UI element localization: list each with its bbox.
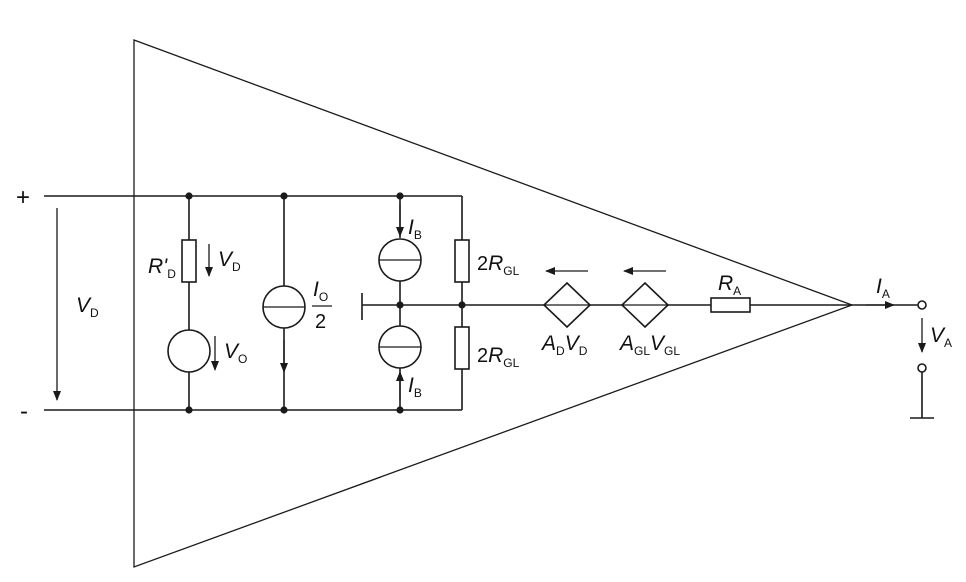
ad-vd-label: ADVD bbox=[540, 332, 588, 358]
plus-terminal-label: + bbox=[16, 184, 30, 211]
minus-terminal-label: - bbox=[20, 398, 28, 425]
vd-input-label: VD bbox=[76, 294, 99, 320]
rgl-bottom-resistor bbox=[454, 326, 470, 370]
vo-label: VO bbox=[224, 340, 247, 366]
junction-dot bbox=[396, 301, 404, 309]
r-prime-d-label: R'D bbox=[148, 255, 176, 281]
ra-resistor bbox=[710, 297, 751, 313]
io-label: IO bbox=[313, 278, 328, 304]
vo-voltage-source bbox=[167, 329, 211, 373]
junction-dot bbox=[185, 192, 193, 200]
rgl-top-label: 2RGL bbox=[477, 252, 520, 278]
rgl-bottom-label: 2RGL bbox=[477, 344, 520, 370]
junction-dot bbox=[185, 406, 193, 414]
ib-bottom-label: IB bbox=[408, 374, 422, 400]
ra-label: RA bbox=[718, 272, 741, 298]
io-denominator: 2 bbox=[315, 311, 326, 333]
ib-top-label: IB bbox=[408, 216, 422, 242]
junction-dot bbox=[396, 192, 404, 200]
amplifier-triangle bbox=[133, 39, 854, 568]
output-terminal bbox=[917, 300, 927, 310]
va-label: VA bbox=[930, 324, 952, 350]
junction-dot bbox=[458, 301, 466, 309]
junction-dot bbox=[280, 192, 288, 200]
r-prime-d-resistor bbox=[181, 239, 197, 283]
agl-vgl-label: AGLVGL bbox=[618, 332, 680, 358]
ia-label: IA bbox=[876, 275, 890, 301]
rgl-top-resistor bbox=[454, 239, 470, 283]
vd-drop-label: VD bbox=[218, 248, 241, 274]
junction-dot bbox=[396, 406, 404, 414]
ground-terminal bbox=[917, 363, 927, 373]
junction-dot bbox=[280, 406, 288, 414]
